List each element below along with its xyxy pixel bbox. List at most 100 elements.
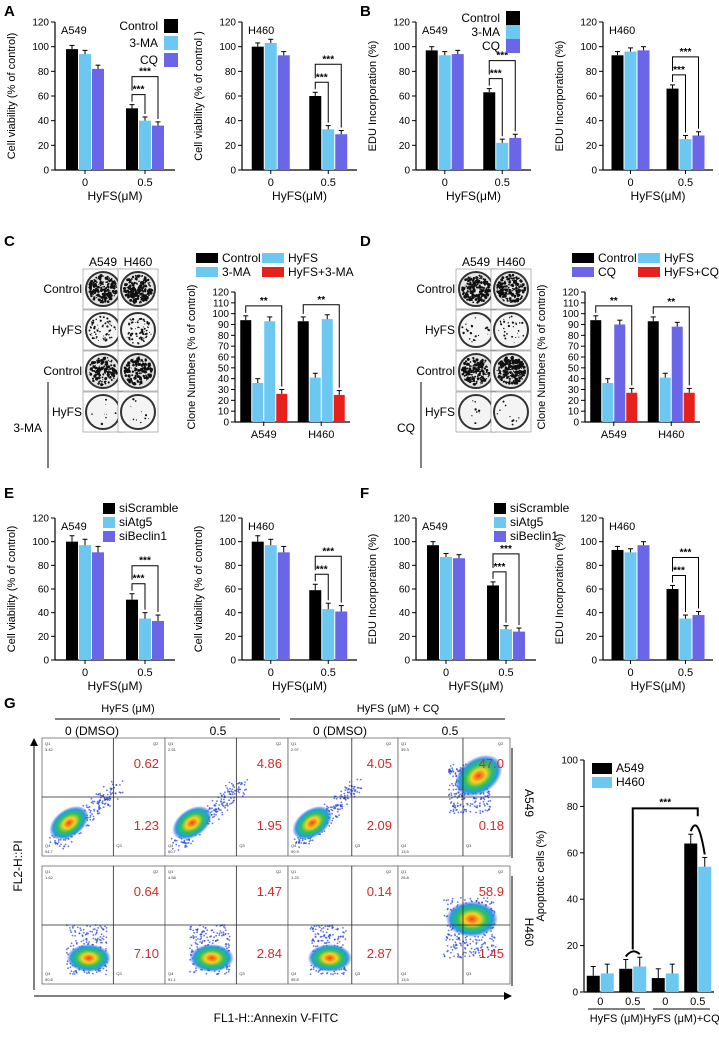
colony (479, 370, 482, 373)
event-dot (225, 784, 227, 787)
colony (472, 356, 475, 360)
event-dot (231, 788, 234, 791)
event-dot (349, 788, 352, 791)
event-dot (211, 810, 213, 813)
event-dot (453, 955, 455, 957)
event-dot (94, 933, 97, 936)
bar-siAtg5-0.5 (139, 618, 151, 660)
event-dot (474, 800, 477, 803)
colony (509, 415, 511, 418)
colony-plate (82, 391, 124, 433)
y-tick-label: 100 (580, 42, 597, 53)
colony (467, 296, 469, 298)
colony (520, 371, 524, 375)
colony-plate (117, 350, 159, 392)
event-dot (213, 815, 216, 818)
bar-H460-0.5 (633, 966, 647, 992)
event-dot (102, 935, 105, 938)
colony (142, 326, 144, 328)
colony (470, 325, 474, 328)
colony (465, 323, 467, 325)
colony (473, 360, 477, 364)
legend-swatch-CQ (164, 53, 178, 67)
colony (100, 362, 104, 365)
colony (114, 290, 117, 293)
colony (129, 339, 131, 341)
colony (501, 375, 503, 377)
colony (484, 373, 486, 376)
legend-swatch-HyFS+CQ (638, 267, 660, 277)
event-dot (99, 939, 102, 942)
event-dot (475, 806, 478, 809)
event-dot (450, 792, 453, 795)
legend-swatch-siAtg5 (494, 517, 506, 528)
colony (481, 376, 485, 379)
colony (501, 289, 504, 292)
event-dot (195, 936, 198, 938)
colony (105, 338, 108, 341)
event-dot (341, 803, 343, 806)
event-dot (325, 931, 328, 934)
colony (471, 341, 473, 343)
colony (133, 376, 137, 380)
colony (88, 286, 92, 290)
colony (142, 361, 144, 363)
colony (147, 362, 151, 366)
event-dot (457, 953, 459, 955)
event-dot (220, 800, 222, 803)
colony (485, 280, 487, 283)
colony (514, 379, 517, 381)
event-dot (227, 943, 230, 945)
quadrant-name: Q2 (276, 741, 282, 746)
event-dot (215, 814, 217, 816)
y-tick-label: 120 (219, 18, 236, 29)
y-axis-label: Cell viability (% of control) (193, 526, 205, 653)
flow-y-label: FL2-H::PI (11, 840, 25, 891)
colony (479, 276, 481, 278)
colony (145, 363, 148, 366)
colony (474, 294, 476, 297)
event-dot (446, 945, 449, 947)
colony (504, 337, 507, 340)
quadrant-name: Q2 (386, 741, 392, 746)
event-dot (352, 787, 355, 790)
colony-row-label: HyFS (425, 323, 455, 337)
colony (508, 359, 510, 361)
event-dot (105, 936, 108, 939)
colony (128, 284, 132, 288)
event-dot (342, 935, 344, 937)
colony (510, 366, 512, 368)
colony (485, 291, 489, 295)
chart-title: A549 (422, 521, 448, 533)
event-dot (469, 950, 471, 953)
colony (105, 367, 108, 371)
colony (521, 289, 524, 292)
event-dot (89, 818, 92, 821)
colony (126, 289, 130, 292)
colony (480, 369, 482, 371)
event-dot (102, 793, 105, 796)
colony (512, 372, 514, 374)
y-tick-label: 40 (38, 608, 50, 619)
event-dot (178, 845, 180, 847)
colony (130, 380, 133, 383)
colony (141, 331, 144, 335)
colony-plate (82, 350, 124, 392)
event-dot (224, 927, 227, 929)
event-dot (308, 842, 310, 845)
event-dot (358, 791, 361, 794)
colony (506, 370, 509, 372)
event-dot (218, 808, 221, 811)
colony (462, 292, 465, 296)
quadrant-value-small: 1.62 (45, 875, 54, 880)
colony (88, 290, 92, 293)
event-dot (344, 789, 347, 791)
legend-label-3-MA: 3-MA (129, 36, 158, 50)
colony (517, 379, 521, 383)
colony (477, 367, 480, 371)
colony (126, 287, 128, 289)
colony (95, 335, 98, 338)
y-tick-label: 110 (213, 298, 229, 309)
